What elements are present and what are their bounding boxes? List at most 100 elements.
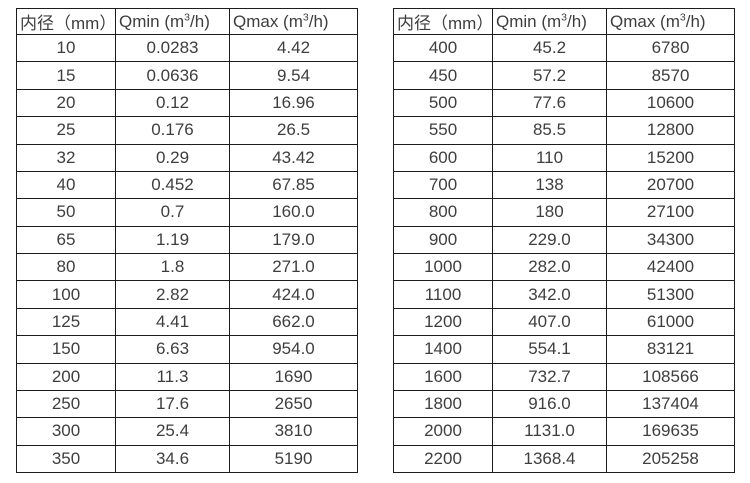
cell: 342.0 [492, 280, 607, 309]
header-row: 内径（mm） Qmin (m3/h) Qmax (m3/h) [16, 8, 358, 35]
cell: 43.42 [229, 143, 358, 172]
table-row: 20 0.12 16.96 [16, 88, 358, 118]
cell: 200 [16, 362, 116, 391]
cell: 5190 [229, 444, 358, 474]
cell: 180 [492, 198, 607, 227]
table-row: 200 11.3 1690 [16, 362, 358, 391]
column-header: 内径（mm） [16, 8, 116, 35]
cell: 9.54 [229, 61, 358, 90]
table-row: 15 0.0636 9.54 [16, 61, 358, 90]
table-row: 25 0.176 26.5 [16, 116, 358, 145]
flow-rate-table-small-diameters: 内径（mm） Qmin (m3/h) Qmax (m3/h) 10 0.0283 4.4… [16, 8, 358, 474]
table-row: 10 0.0283 4.42 [16, 33, 358, 63]
cell: 2650 [229, 389, 358, 419]
cell: 8570 [606, 61, 735, 90]
cell: 15200 [606, 143, 735, 172]
table-row: 1400 554.1 83121 [393, 335, 735, 364]
cell: 51300 [606, 280, 735, 309]
cell: 0.452 [115, 170, 230, 200]
table-row: 125 4.41 662.0 [16, 307, 358, 337]
cell: 1800 [393, 389, 493, 419]
cell: 42400 [606, 252, 735, 282]
cell: 16.96 [229, 88, 358, 118]
cell: 10 [16, 33, 116, 63]
cell: 500 [393, 88, 493, 118]
cell: 424.0 [229, 280, 358, 309]
cell: 11.3 [115, 362, 230, 391]
cell: 80 [16, 252, 116, 282]
cell: 300 [16, 417, 116, 446]
cell: 100 [16, 280, 116, 309]
cell: 0.12 [115, 88, 230, 118]
cell: 2.82 [115, 280, 230, 309]
cell: 160.0 [229, 198, 358, 227]
cell: 700 [393, 170, 493, 200]
table-row: 450 57.2 8570 [393, 61, 735, 90]
header-row: 内径（mm） Qmin (m3/h) Qmax (m3/h) [393, 8, 735, 35]
table-row: 50 0.7 160.0 [16, 198, 358, 227]
cell: 407.0 [492, 307, 607, 337]
cell: 4.42 [229, 33, 358, 63]
cell: 15 [16, 61, 116, 90]
cell: 205258 [606, 444, 735, 474]
cell: 150 [16, 335, 116, 364]
column-header: 内径（mm） [393, 8, 493, 35]
cell: 108566 [606, 362, 735, 391]
cell: 229.0 [492, 225, 607, 255]
cell: 110 [492, 143, 607, 172]
cell: 25.4 [115, 417, 230, 446]
cell: 65 [16, 225, 116, 255]
cell: 1690 [229, 362, 358, 391]
table-row: 300 25.4 3810 [16, 417, 358, 446]
table-row: 1200 407.0 61000 [393, 307, 735, 337]
table-row: 1100 342.0 51300 [393, 280, 735, 309]
cell: 137404 [606, 389, 735, 419]
cell: 1000 [393, 252, 493, 282]
table-row: 500 77.6 10600 [393, 88, 735, 118]
table-row: 400 45.2 6780 [393, 33, 735, 63]
cell: 20 [16, 88, 116, 118]
cell: 662.0 [229, 307, 358, 337]
column-header: Qmax (m3/h) [606, 8, 735, 35]
table-row: 1800 916.0 137404 [393, 389, 735, 419]
table-row: 2200 1368.4 205258 [393, 444, 735, 474]
cell: 40 [16, 170, 116, 200]
cell: 900 [393, 225, 493, 255]
cell: 61000 [606, 307, 735, 337]
cell: 10600 [606, 88, 735, 118]
cell: 6.63 [115, 335, 230, 364]
table-row: 350 34.6 5190 [16, 444, 358, 474]
cell: 3810 [229, 417, 358, 446]
cell: 1.19 [115, 225, 230, 255]
flow-rate-tables: 内径（mm） Qmin (m3/h) Qmax (m3/h) 10 0.0283 4.4… [16, 8, 735, 474]
cell: 77.6 [492, 88, 607, 118]
cell: 4.41 [115, 307, 230, 337]
cell: 450 [393, 61, 493, 90]
cell: 6780 [606, 33, 735, 63]
cell: 0.29 [115, 143, 230, 172]
cell: 45.2 [492, 33, 607, 63]
cell: 138 [492, 170, 607, 200]
cell: 0.7 [115, 198, 230, 227]
table-row: 1600 732.7 108566 [393, 362, 735, 391]
cell: 125 [16, 307, 116, 337]
cell: 169635 [606, 417, 735, 446]
column-header: Qmin (m3/h) [492, 8, 607, 35]
table-row: 150 6.63 954.0 [16, 335, 358, 364]
cell: 27100 [606, 198, 735, 227]
table-row: 1000 282.0 42400 [393, 252, 735, 282]
cell: 1368.4 [492, 444, 607, 474]
table-row: 250 17.6 2650 [16, 389, 358, 419]
table-row: 80 1.8 271.0 [16, 252, 358, 282]
cell: 2000 [393, 417, 493, 446]
cell: 732.7 [492, 362, 607, 391]
cell: 20700 [606, 170, 735, 200]
cell: 400 [393, 33, 493, 63]
cell: 34300 [606, 225, 735, 255]
column-header: Qmin (m3/h) [115, 8, 230, 35]
table-row: 800 180 27100 [393, 198, 735, 227]
cell: 83121 [606, 335, 735, 364]
table-row: 550 85.5 12800 [393, 116, 735, 145]
cell: 2200 [393, 444, 493, 474]
cell: 1131.0 [492, 417, 607, 446]
